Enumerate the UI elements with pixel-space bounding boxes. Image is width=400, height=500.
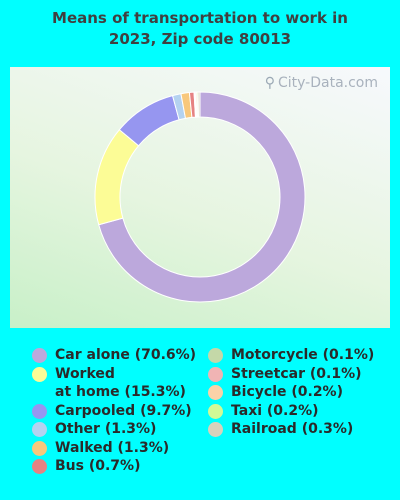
- legend-item: Bicycle (0.2%): [208, 383, 343, 401]
- legend-label-line: Bus (0.7%): [55, 458, 141, 474]
- donut-chart: [94, 91, 306, 303]
- donut-slice-car-alone: [98, 91, 306, 303]
- chart-legend: Car alone (70.6%) Worked at home (15.3%) Ca…: [0, 346, 400, 496]
- legend-item: Other (1.3%): [32, 420, 156, 438]
- legend-label: Walked (1.3%): [55, 439, 169, 457]
- legend-label-line: Worked: [55, 365, 115, 382]
- legend-label-line: Other (1.3%): [55, 421, 157, 437]
- legend-swatch: [32, 440, 47, 456]
- legend-item: Walked (1.3%): [32, 439, 169, 457]
- legend-label: Streetcar (0.1%): [231, 365, 362, 383]
- legend-swatch: [32, 459, 47, 474]
- legend-swatch: [208, 385, 223, 400]
- watermark: ⚲ City-Data.com: [265, 75, 378, 91]
- legend-label: Other (1.3%): [55, 420, 156, 438]
- legend-swatch: [208, 403, 223, 419]
- legend-label: Motorcycle (0.1%): [231, 346, 374, 364]
- legend-label: Car alone (70.6%): [55, 346, 196, 364]
- legend-swatch: [208, 348, 223, 363]
- legend-label: Worked at home (15.3%): [55, 365, 186, 401]
- legend-item: Taxi (0.2%): [208, 402, 319, 420]
- legend-swatch: [32, 366, 47, 382]
- legend-label-line: Carpooled (9.7%): [55, 402, 192, 419]
- legend-label: Carpooled (9.7%): [55, 402, 192, 420]
- legend-label: Taxi (0.2%): [231, 402, 319, 420]
- legend-label: Railroad (0.3%): [231, 420, 353, 438]
- legend-label-line: Car alone (70.6%): [55, 347, 197, 363]
- chart-title: Means of transportation to work in 2023,…: [0, 8, 400, 50]
- legend-label-line: Walked (1.3%): [55, 439, 170, 456]
- legend-label: Bicycle (0.2%): [231, 383, 343, 401]
- legend-label-line: Streetcar (0.1%): [231, 365, 362, 382]
- legend-label: Bus (0.7%): [55, 457, 140, 475]
- legend-item: Worked at home (15.3%): [32, 365, 186, 401]
- magnifier-icon: ⚲: [264, 75, 275, 91]
- chart-plot-area: ⚲ City-Data.com: [10, 67, 390, 328]
- legend-item: Motorcycle (0.1%): [208, 346, 374, 364]
- donut-slice-worked-at-home: [94, 128, 140, 226]
- legend-swatch: [32, 422, 47, 437]
- legend-swatch: [32, 403, 47, 419]
- legend-item: Carpooled (9.7%): [32, 402, 192, 420]
- watermark-text: City-Data.com: [277, 75, 378, 91]
- legend-label-line: Taxi (0.2%): [231, 402, 319, 419]
- legend-item: Railroad (0.3%): [208, 420, 353, 438]
- chart-title-line-1: Means of transportation to work in: [52, 9, 348, 27]
- legend-swatch: [208, 366, 223, 382]
- legend-label-line: Motorcycle (0.1%): [231, 347, 375, 363]
- legend-swatch: [32, 348, 47, 363]
- legend-label-line: at home (15.3%): [55, 383, 186, 400]
- donut-slice-railroad: [197, 91, 201, 118]
- legend-item: Car alone (70.6%): [32, 346, 196, 364]
- legend-swatch: [208, 422, 223, 437]
- legend-item: Streetcar (0.1%): [208, 365, 362, 383]
- legend-label-line: Bicycle (0.2%): [231, 384, 343, 400]
- legend-label-line: Railroad (0.3%): [231, 421, 354, 437]
- legend-item: Bus (0.7%): [32, 457, 140, 475]
- chart-title-line-2: 2023, Zip code 80013: [108, 30, 292, 48]
